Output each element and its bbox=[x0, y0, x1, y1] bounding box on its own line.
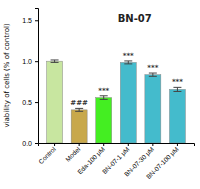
y-axis-line bbox=[35, 9, 39, 144]
structure-label: BN-07 bbox=[118, 13, 152, 24]
y-tick-mark bbox=[35, 61, 38, 62]
y-tick: 1.0 bbox=[22, 58, 38, 65]
x-tick-mark bbox=[54, 143, 55, 146]
y-tick-label: 0.5 bbox=[22, 99, 32, 106]
x-tick-mark bbox=[152, 143, 153, 146]
error-bar-cap bbox=[149, 73, 157, 74]
x-tick-label: BN-07-100 μM bbox=[145, 145, 181, 181]
error-bar-cap bbox=[75, 108, 83, 109]
error-bar-stem bbox=[103, 96, 104, 100]
bar bbox=[47, 61, 63, 143]
error-bar bbox=[100, 96, 108, 100]
error-bar-cap bbox=[173, 87, 181, 88]
x-tick-mark bbox=[79, 143, 80, 146]
significance-label: *** bbox=[123, 52, 134, 60]
error-bar-cap bbox=[100, 99, 108, 100]
plot: 0.00.51.01.5ControlModelEda-100 μMBN-07-… bbox=[22, 9, 194, 182]
error-bar-cap bbox=[149, 76, 157, 77]
bar bbox=[71, 110, 87, 143]
error-bar bbox=[51, 60, 59, 62]
x-tick-mark bbox=[103, 143, 104, 146]
significance-label: *** bbox=[172, 78, 183, 86]
y-tick: 0.5 bbox=[22, 99, 38, 106]
x-tick: Control bbox=[37, 143, 57, 165]
error-bar-cap bbox=[51, 62, 59, 63]
error-bar bbox=[75, 108, 83, 111]
y-tick-label: 1.5 bbox=[22, 17, 32, 24]
error-bar-cap bbox=[124, 63, 132, 64]
error-bar-cap bbox=[51, 59, 59, 60]
significance-label: ### bbox=[70, 99, 88, 107]
x-axis: ControlModelEda-100 μMBN-07-1 μMBN-07-30… bbox=[37, 143, 194, 181]
chart: 0.00.51.01.5ControlModelEda-100 μMBN-07-… bbox=[0, 0, 200, 189]
x-tick-label: Control bbox=[37, 145, 57, 165]
error-bar-cap bbox=[124, 60, 132, 61]
y-tick: 1.5 bbox=[22, 17, 38, 24]
bar bbox=[145, 75, 161, 143]
y-tick-mark bbox=[35, 102, 38, 103]
x-axis-line bbox=[39, 144, 195, 147]
error-bar bbox=[173, 87, 181, 91]
error-bar-cap bbox=[75, 111, 83, 112]
y-tick-mark bbox=[35, 20, 38, 21]
error-bar bbox=[149, 73, 157, 76]
x-tick-mark bbox=[177, 143, 178, 146]
x-tick: Model bbox=[64, 143, 82, 163]
y-axis: 0.0 0.5 1.0 1.5 bbox=[22, 9, 38, 147]
y-axis-title: viability of cells (% of control) bbox=[3, 23, 11, 128]
x-tick: BN-07-100 μM bbox=[145, 143, 181, 181]
bar bbox=[120, 62, 136, 143]
bar bbox=[96, 98, 112, 143]
marks bbox=[47, 60, 186, 143]
y-tick-label: 0.0 bbox=[22, 140, 32, 147]
error-bar-cap bbox=[173, 91, 181, 92]
error-bar-stem bbox=[177, 87, 178, 91]
y-tick-label: 1.0 bbox=[22, 58, 32, 65]
bar bbox=[169, 89, 185, 143]
y-tick: 0.0 bbox=[22, 140, 38, 147]
x-tick-mark bbox=[128, 143, 129, 146]
x-tick-label: Model bbox=[64, 145, 82, 163]
error-bar-cap bbox=[100, 95, 108, 96]
significance-label: *** bbox=[98, 87, 109, 95]
significance-label: *** bbox=[147, 64, 158, 72]
y-tick-mark bbox=[35, 143, 38, 144]
error-bar bbox=[124, 61, 132, 64]
